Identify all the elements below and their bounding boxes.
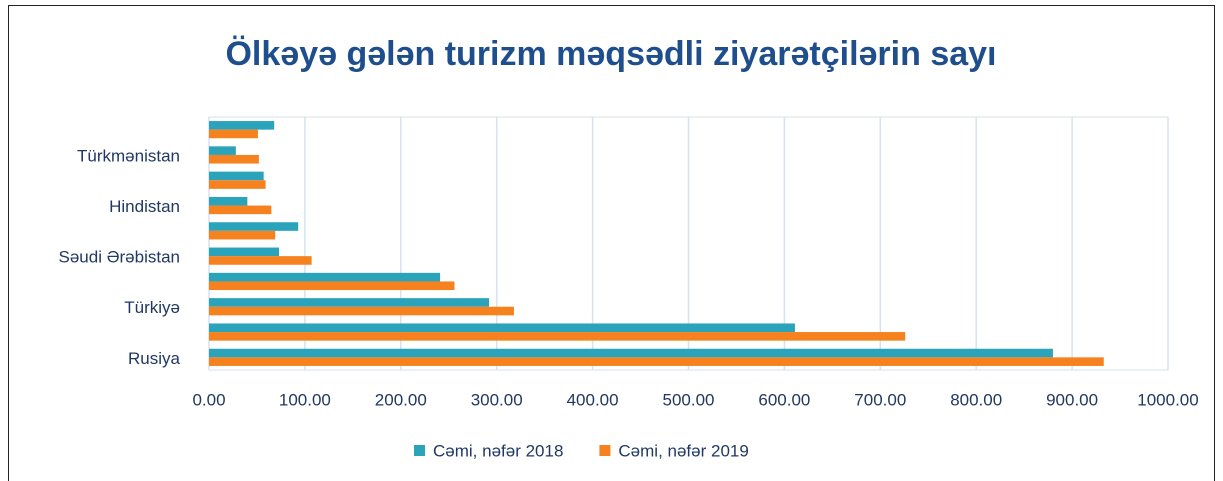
bar bbox=[209, 281, 455, 291]
bar bbox=[209, 298, 490, 307]
x-tick-label: 1000.00 bbox=[1137, 390, 1198, 409]
bar bbox=[209, 247, 280, 257]
x-tick-label: 500.00 bbox=[663, 390, 715, 409]
bar bbox=[209, 205, 272, 215]
bar bbox=[209, 196, 248, 206]
x-tick-label: 900.00 bbox=[1046, 390, 1098, 409]
y-tick-label: Səudi Ərəbistan bbox=[59, 248, 180, 267]
legend-label: Cəmi, nəfər 2019 bbox=[618, 441, 748, 460]
legend-label: Cəmi, nəfər 2018 bbox=[433, 441, 563, 460]
x-tick-label: 600.00 bbox=[758, 390, 810, 409]
bar bbox=[209, 323, 795, 333]
bar bbox=[209, 306, 514, 316]
bar bbox=[209, 332, 906, 341]
y-tick-label: Türkmənistan bbox=[77, 146, 180, 165]
chart-title: Ölkəyə gələn turizm məqsədli ziyarətçilə… bbox=[225, 35, 996, 73]
bar bbox=[209, 180, 266, 189]
bar bbox=[209, 129, 258, 139]
y-tick-label: Türkiyə bbox=[124, 298, 180, 317]
bar bbox=[209, 171, 264, 181]
bar bbox=[209, 154, 259, 164]
bar bbox=[209, 121, 275, 130]
x-tick-label: 200.00 bbox=[375, 390, 427, 409]
bar bbox=[209, 348, 1053, 358]
y-tick-label: Hindistan bbox=[109, 197, 180, 216]
chart-frame bbox=[8, 5, 1215, 481]
bar bbox=[209, 357, 1104, 366]
bar bbox=[209, 222, 299, 231]
bar bbox=[209, 272, 441, 282]
legend-swatch bbox=[414, 445, 425, 456]
bar bbox=[209, 230, 276, 240]
bar bbox=[209, 256, 312, 265]
x-tick-label: 0.00 bbox=[192, 390, 225, 409]
bar bbox=[209, 146, 236, 155]
x-tick-label: 100.00 bbox=[279, 390, 331, 409]
x-tick-label: 400.00 bbox=[567, 390, 619, 409]
y-tick-label: Rusiya bbox=[128, 349, 181, 368]
x-tick-label: 700.00 bbox=[854, 390, 906, 409]
x-tick-label: 300.00 bbox=[471, 390, 523, 409]
legend-swatch bbox=[599, 445, 611, 456]
x-tick-label: 800.00 bbox=[950, 390, 1002, 409]
